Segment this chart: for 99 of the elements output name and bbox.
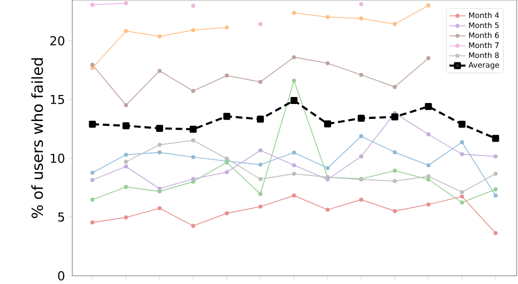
y-tick-label: 20 xyxy=(50,36,64,46)
point xyxy=(90,197,94,202)
point xyxy=(460,200,464,204)
point xyxy=(292,172,296,176)
point xyxy=(424,102,432,110)
point xyxy=(223,112,230,120)
point xyxy=(458,120,466,128)
point xyxy=(224,73,229,78)
point xyxy=(494,187,498,192)
y-tick-label: 15 xyxy=(50,94,64,104)
point xyxy=(292,163,296,168)
point xyxy=(258,204,262,208)
point xyxy=(191,224,196,228)
point xyxy=(292,78,296,82)
point xyxy=(292,150,296,155)
point xyxy=(224,156,229,161)
point xyxy=(124,152,128,157)
point xyxy=(292,10,296,15)
point xyxy=(124,102,128,108)
point xyxy=(494,172,498,176)
point xyxy=(392,84,397,89)
point xyxy=(392,208,397,213)
point xyxy=(191,176,196,181)
point xyxy=(258,22,262,26)
point xyxy=(191,138,196,142)
point xyxy=(324,120,332,128)
point xyxy=(124,160,128,164)
point xyxy=(88,120,96,128)
point xyxy=(392,22,397,26)
point xyxy=(158,142,162,147)
point xyxy=(158,68,162,73)
point xyxy=(460,152,464,156)
point xyxy=(426,163,430,168)
y-tick-label: 10 xyxy=(50,153,64,163)
point xyxy=(392,150,397,154)
point xyxy=(426,3,430,8)
point xyxy=(258,162,262,167)
point xyxy=(224,25,229,30)
point xyxy=(224,211,229,216)
point xyxy=(191,4,196,8)
point xyxy=(326,61,330,66)
point xyxy=(122,122,130,130)
point xyxy=(124,0,128,6)
point xyxy=(426,56,430,60)
point xyxy=(90,2,94,7)
point xyxy=(326,208,330,212)
point xyxy=(90,66,94,70)
point xyxy=(158,150,162,154)
point xyxy=(326,166,330,170)
point xyxy=(426,174,430,178)
point xyxy=(158,206,162,210)
point xyxy=(494,230,498,236)
point xyxy=(158,186,162,190)
point xyxy=(359,16,364,20)
point xyxy=(258,148,262,152)
point xyxy=(156,124,164,132)
point xyxy=(191,88,196,93)
point xyxy=(460,194,464,198)
point xyxy=(258,80,262,84)
y-tick-label: 5 xyxy=(58,212,64,222)
point xyxy=(124,164,128,168)
point xyxy=(258,192,262,196)
point xyxy=(391,113,398,120)
point xyxy=(124,184,128,189)
point xyxy=(90,178,94,182)
point xyxy=(426,132,430,136)
point xyxy=(256,115,264,122)
point xyxy=(292,193,296,198)
y-axis-title: % of users who failed xyxy=(31,58,43,218)
point xyxy=(90,62,94,67)
point xyxy=(392,168,397,172)
point xyxy=(224,170,229,174)
point xyxy=(494,193,498,198)
point xyxy=(290,96,298,104)
y-tick-label: 0 xyxy=(58,271,64,280)
point xyxy=(460,140,464,144)
point xyxy=(292,55,296,60)
point xyxy=(90,170,94,175)
point xyxy=(190,126,197,133)
point xyxy=(359,72,364,77)
point xyxy=(191,154,196,159)
point xyxy=(492,134,500,142)
point xyxy=(90,220,94,224)
point xyxy=(359,154,364,158)
point xyxy=(426,177,430,182)
point xyxy=(191,28,196,32)
point xyxy=(124,215,128,220)
point xyxy=(358,114,365,122)
point xyxy=(258,176,262,181)
point xyxy=(359,2,364,6)
point xyxy=(494,154,498,158)
point xyxy=(359,197,364,202)
point xyxy=(426,202,430,206)
point xyxy=(359,134,364,138)
point xyxy=(326,14,330,19)
point xyxy=(158,34,162,38)
point xyxy=(124,28,128,33)
point xyxy=(460,190,464,194)
point xyxy=(392,178,397,183)
